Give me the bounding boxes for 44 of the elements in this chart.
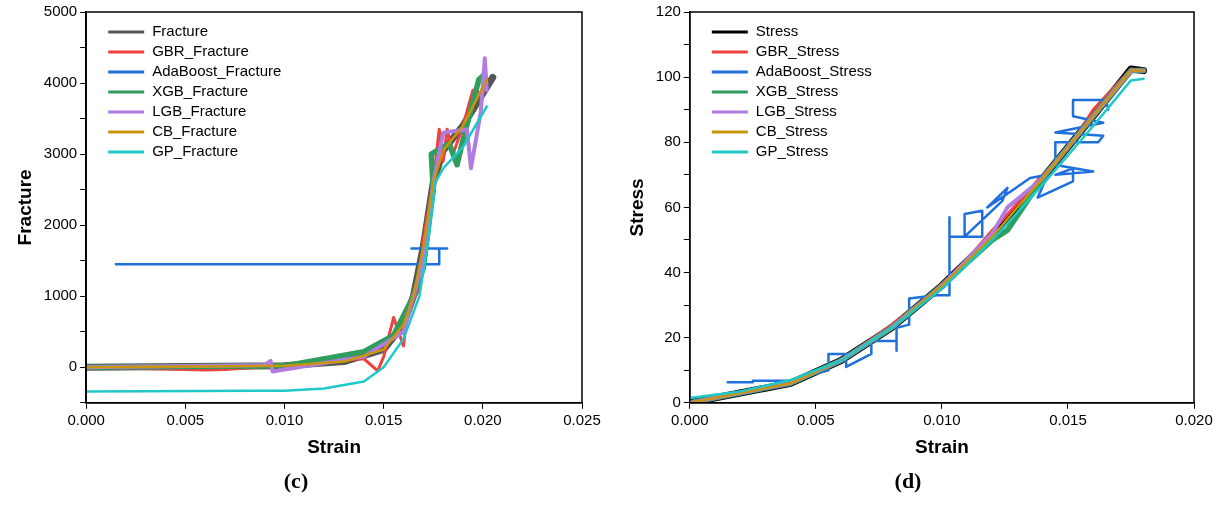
legend-label: AdaBoost_Fracture <box>152 62 282 80</box>
legend-label: LGB_Stress <box>755 102 837 120</box>
legend-label: GBR_Stress <box>755 42 840 60</box>
y-tick-label: 0 <box>672 392 681 410</box>
legend-label: GBR_Fracture <box>152 42 249 60</box>
x-tick-label: 0.000 <box>67 410 105 428</box>
x-tick-label: 0.015 <box>1049 410 1087 428</box>
legend-label: AdaBoost_Stress <box>755 62 872 80</box>
x-tick-label: 0.005 <box>166 410 205 428</box>
y-axis-title: Stress <box>625 178 647 237</box>
x-axis-title: Strain <box>914 436 969 458</box>
y-tick-label: 20 <box>664 327 681 345</box>
x-tick-label: 0.025 <box>563 410 601 428</box>
legend-label: LGB_Fracture <box>152 102 247 120</box>
y-tick-label: 5000 <box>43 2 78 20</box>
legend-label: XGB_Fracture <box>152 82 249 100</box>
legend-label: CB_Fracture <box>152 122 238 140</box>
legend-label: Stress <box>755 22 799 40</box>
y-tick-label: 80 <box>664 132 681 150</box>
y-tick-label: 100 <box>655 67 681 85</box>
x-tick-label: 0.005 <box>797 410 835 428</box>
y-tick-label: 1000 <box>43 286 78 304</box>
y-axis-title: Fracture <box>13 169 35 246</box>
y-tick-label: 120 <box>655 2 681 20</box>
text: (c) <box>283 468 309 494</box>
text: (d) <box>894 468 922 494</box>
x-tick-label: 0.015 <box>364 410 403 428</box>
x-tick-label: 0.000 <box>671 410 709 428</box>
legend-label: GP_Stress <box>755 142 829 160</box>
y-tick-label: 4000 <box>43 73 78 91</box>
legend-label: Fracture <box>152 22 209 40</box>
y-tick-label: 3000 <box>43 144 78 162</box>
legend-label: GP_Fracture <box>152 142 239 160</box>
x-tick-label: 0.020 <box>464 410 502 428</box>
x-tick-label: 0.020 <box>1175 410 1213 428</box>
y-tick-label: 40 <box>664 262 681 280</box>
legend-label: CB_Stress <box>755 122 828 140</box>
legend-label: XGB_Stress <box>755 82 839 100</box>
y-tick-label: 60 <box>664 197 681 215</box>
x-axis-title: Strain <box>307 436 362 458</box>
x-tick-label: 0.010 <box>923 410 961 428</box>
y-tick-label: 2000 <box>43 215 78 233</box>
x-tick-label: 0.010 <box>265 410 304 428</box>
y-tick-label: 0 <box>68 357 78 375</box>
